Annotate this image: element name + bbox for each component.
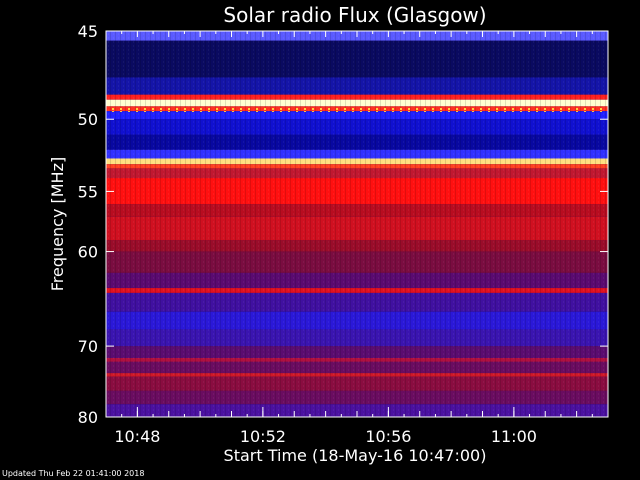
- interference-dots: [106, 107, 608, 112]
- texture-overlay: [106, 31, 608, 417]
- x-axis: 10:48 10:52 10:56 11:00: [105, 31, 609, 446]
- x-axis-label: Start Time (18-May-16 10:47:00): [224, 446, 487, 465]
- plot-area: [105, 30, 609, 418]
- x-tick-label: 10:52: [240, 427, 286, 446]
- y-tick-label: 60: [78, 243, 98, 262]
- y-tick-label: 45: [78, 22, 98, 41]
- y-tick-label: 70: [78, 337, 98, 356]
- y-axis-label: Frequency [MHz]: [48, 157, 67, 291]
- y-tick-label: 80: [78, 408, 98, 427]
- y-tick-label: 55: [78, 182, 98, 201]
- chart-title: Solar radio Flux (Glasgow): [223, 3, 486, 27]
- y-axis: 45 50 55 60 70 80: [78, 22, 608, 427]
- x-tick-label: 10:48: [114, 427, 160, 446]
- x-tick-label: 10:56: [365, 427, 411, 446]
- updated-timestamp: Updated Thu Feb 22 01:41:00 2018: [2, 469, 145, 478]
- x-tick-label: 11:00: [491, 427, 537, 446]
- y-tick-label: 50: [78, 110, 98, 129]
